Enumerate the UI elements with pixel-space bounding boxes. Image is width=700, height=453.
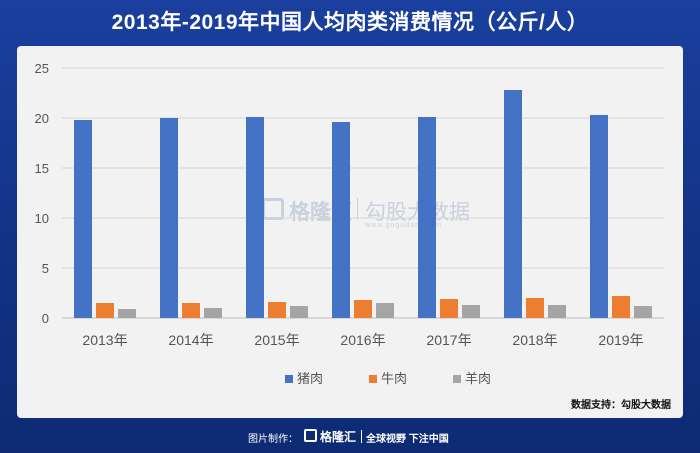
bar-beef	[268, 302, 286, 318]
y-tick-label: 10	[35, 211, 49, 226]
bar-pork	[246, 117, 264, 318]
legend-swatch-beef	[369, 375, 377, 383]
bar-beef	[354, 300, 372, 318]
x-tick-label: 2019年	[598, 332, 643, 348]
bar-pork	[332, 122, 350, 318]
footer-separator	[361, 430, 362, 443]
bar-pork	[590, 115, 608, 318]
x-tick-label: 2014年	[168, 332, 213, 348]
bar-beef	[96, 303, 114, 318]
bar-mutton	[548, 305, 566, 318]
bar-mutton	[462, 305, 480, 318]
x-tick-label: 2018年	[512, 332, 557, 348]
chart-card: 格隆汇 勾股大数据 www.gogudata.com 0 5 10 15 20 25 201…	[17, 46, 683, 418]
legend-swatch-pork	[285, 375, 293, 383]
footer-logo-icon	[304, 429, 317, 442]
y-tick-label: 20	[35, 111, 49, 126]
x-tick-label: 2015年	[254, 332, 299, 348]
x-tick-label: 2013年	[82, 332, 127, 348]
bar-mutton	[634, 306, 652, 318]
bar-pork	[74, 120, 92, 318]
bar-mutton	[118, 309, 136, 318]
watermark-separator	[357, 198, 358, 220]
legend-label-beef: 牛肉	[381, 371, 407, 386]
bar-beef	[440, 299, 458, 318]
watermark-url: www.gogudata.com	[365, 222, 443, 229]
legend-label-pork: 猪肉	[297, 371, 323, 386]
footer: 图片制作： 格隆汇 全球视野 下注中国	[0, 428, 700, 446]
y-tick-label: 25	[35, 61, 49, 76]
footer-made-by: 图片制作：	[248, 434, 298, 445]
bar-pork	[160, 118, 178, 318]
bar-mutton	[204, 308, 222, 318]
bar-beef	[612, 296, 630, 318]
bar-mutton	[376, 303, 394, 318]
data-source: 数据支持：勾股大数据	[571, 400, 671, 411]
y-tick-label: 5	[42, 261, 49, 276]
bar-beef	[182, 303, 200, 318]
x-tick-label: 2017年	[426, 332, 471, 348]
bar-beef	[526, 298, 544, 318]
bar-chart: 0 5 10 15 20 25 2013年 2014年 2015年 2016年 2017年 2018年…	[35, 61, 664, 386]
x-tick-label: 2016年	[340, 332, 385, 348]
bar-pork	[418, 117, 436, 318]
y-tick-label: 0	[42, 311, 49, 326]
bar-pork	[504, 90, 522, 318]
chart-title: 2013年-2019年中国人均肉类消费情况（公斤/人）	[111, 11, 589, 34]
footer-slogan: 全球视野 下注中国	[366, 434, 449, 445]
footer-brand: 格隆汇	[320, 430, 357, 444]
y-tick-label: 15	[35, 161, 49, 176]
legend-swatch-mutton	[453, 375, 461, 383]
bar-mutton	[290, 306, 308, 318]
legend-label-mutton: 羊肉	[465, 371, 491, 386]
